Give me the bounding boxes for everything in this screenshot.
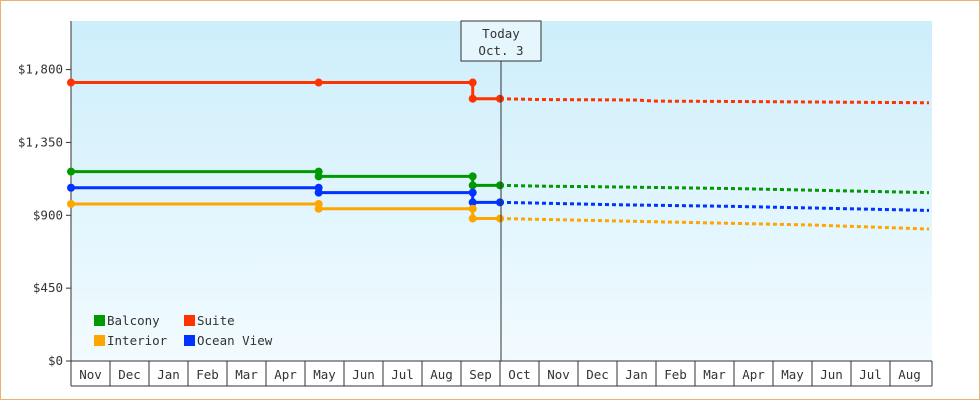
data-point-ocean-view (314, 188, 323, 197)
x-tick-label: Dec (586, 367, 609, 382)
legend-swatch-balcony (94, 315, 105, 326)
x-axis: Nov Dec Jan Feb Mar Apr May Jun Jul Aug Sep Oct Nov D… (70, 360, 933, 387)
y-tick-label: $0 (48, 353, 63, 368)
x-tick-label: Nov (79, 367, 102, 382)
today-date: Oct. 3 (478, 43, 523, 58)
legend-swatch-ocean-view (184, 335, 195, 346)
data-point-balcony (468, 181, 477, 190)
data-point-ocean-view (468, 188, 477, 197)
data-point-interior (468, 214, 477, 223)
data-point-interior (314, 204, 323, 213)
x-tick-label: Jul (391, 367, 414, 382)
y-tick-label: $1,800 (18, 62, 63, 77)
x-tick-label: Aug (898, 367, 921, 382)
x-tick-label: Nov (547, 367, 570, 382)
series-layer (67, 78, 930, 231)
series-forecast-interior (499, 217, 930, 231)
x-tick-label: Feb (664, 367, 687, 382)
data-point-balcony (496, 181, 504, 190)
data-point-suite (468, 94, 477, 103)
data-point-interior (496, 214, 504, 223)
x-tick-label: May (781, 367, 804, 382)
series-forecast-ocean-view (499, 200, 930, 212)
x-tick-label: Apr (742, 367, 765, 382)
legend-label-ocean-view: Ocean View (197, 333, 273, 348)
today-marker: Today Oct. 3 (460, 20, 542, 361)
y-tick-label: $1,350 (18, 134, 63, 149)
today-box (460, 20, 542, 62)
series-forecast-suite (499, 97, 930, 105)
x-tick-label: May (313, 367, 336, 382)
legend-swatch-interior (94, 335, 105, 346)
series-interior (67, 199, 930, 231)
series-forecast-balcony (499, 183, 930, 195)
y-axis: $0 $450 $900 $1,350 $1,800 (18, 21, 72, 368)
legend-label-interior: Interior (107, 333, 168, 348)
x-tick-label: Jul (859, 367, 882, 382)
data-point-ocean-view (468, 198, 477, 207)
series-line-ocean-view (71, 186, 500, 204)
x-tick-label: Feb (196, 367, 219, 382)
legend: Balcony Suite Interior Ocean View (94, 313, 273, 348)
data-point-suite (314, 78, 323, 87)
legend-label-suite: Suite (197, 313, 235, 328)
x-tick-label: Mar (235, 367, 258, 382)
x-tick-label: Apr (274, 367, 297, 382)
series-suite (67, 78, 930, 105)
data-point-interior (67, 199, 75, 208)
series-line-balcony (71, 170, 500, 187)
data-point-interior (468, 204, 477, 213)
y-tick-label: $450 (33, 280, 63, 295)
today-label: Today (482, 26, 520, 41)
data-point-balcony (468, 172, 477, 181)
x-tick-label: Aug (430, 367, 453, 382)
data-point-suite (496, 94, 504, 103)
x-tick-label: Jan (157, 367, 180, 382)
data-point-suite (67, 78, 75, 87)
series-ocean-view (67, 183, 930, 212)
data-point-suite (468, 78, 477, 87)
x-tick-label: Sep (469, 367, 492, 382)
data-point-ocean-view (496, 198, 504, 207)
x-tick-label: Oct (508, 367, 531, 382)
x-tick-label: Jun (820, 367, 843, 382)
x-tick-label: Dec (118, 367, 141, 382)
data-point-ocean-view (67, 183, 75, 192)
y-tick-label: $900 (33, 207, 63, 222)
legend-label-balcony: Balcony (107, 313, 160, 328)
data-point-balcony (314, 172, 323, 181)
legend-swatch-suite (184, 315, 195, 326)
x-tick-label: Jan (625, 367, 648, 382)
x-tick-label: Jun (352, 367, 375, 382)
series-line-interior (71, 202, 500, 221)
x-tick-label: Mar (703, 367, 726, 382)
series-balcony (67, 167, 930, 195)
data-point-balcony (67, 167, 75, 176)
